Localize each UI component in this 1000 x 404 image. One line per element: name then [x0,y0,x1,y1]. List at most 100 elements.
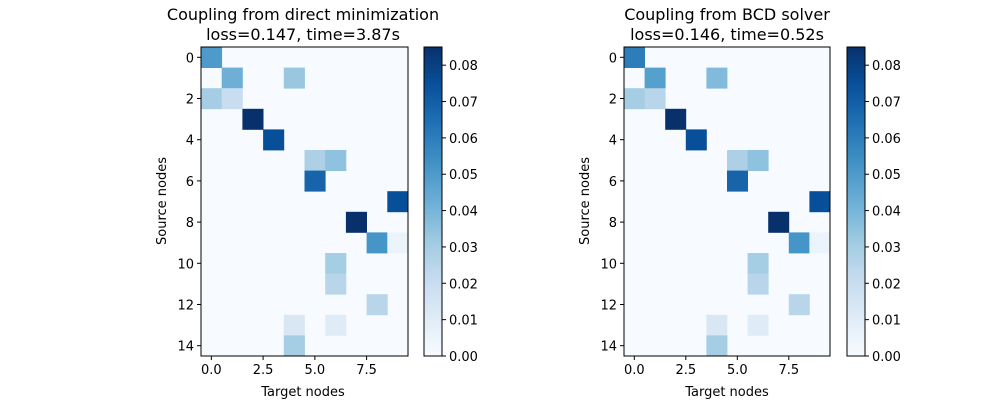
colorbar-tick-label: 0.01 [872,314,901,329]
heatmap-cell [747,150,769,171]
heatmap-cell [727,170,748,192]
heatmap-cell [644,88,666,110]
heatmap-cell [747,314,769,336]
colorbar-tick-label: 0.07 [449,96,478,111]
y-tick-label: 2 [609,93,617,108]
heatmap-cell [706,314,728,336]
x-tick-label: 7.5 [356,363,377,378]
colorbar-gradient [846,46,866,357]
x-tick-label: 2.5 [253,363,274,378]
colorbar-tick-label: 0.03 [449,241,478,256]
colorbar-tick-label: 0.08 [872,59,901,74]
y-axis-ticks: 0 2 4 6 8 10 12 14 [600,51,624,355]
x-tick-label: 5.0 [727,363,748,378]
heatmap-cell [325,253,347,274]
heatmap-cell [706,335,728,357]
x-axis-label: Target nodes [260,385,345,400]
heatmap-cell [624,88,645,110]
colorbar-tick-label: 0.06 [449,132,478,147]
heatmap-cell [788,232,810,254]
colorbar: 0.00 0.01 0.02 0.03 0.04 0.05 0.06 0.07 0.08 [846,46,901,365]
colorbar-tick-label: 0.05 [449,168,478,183]
colorbar-tick-label: 0.07 [872,96,901,111]
colorbar-tick-label: 0.04 [872,205,901,220]
colorbar-tick-label: 0.02 [872,277,901,292]
y-tick-label: 12 [600,299,617,314]
heatmap-cells [201,47,409,357]
y-tick-label: 6 [186,175,194,190]
heatmap-cell [706,67,728,89]
heatmap-cell [366,294,388,316]
colorbar-tick-label: 0.03 [872,241,901,256]
heatmap-cell [283,67,305,89]
y-tick-label: 0 [186,51,194,66]
heatmap-cell [624,47,645,68]
heatmap-cell [387,191,409,213]
x-tick-label: 0.0 [201,363,222,378]
x-tick-label: 2.5 [675,363,696,378]
colorbar-tick-label: 0.02 [449,277,478,292]
plot-frame [623,46,831,357]
y-tick-label: 0 [609,51,617,66]
heatmap-cell [747,273,769,295]
heatmap-cell [201,88,223,110]
colorbar-tick-label: 0.08 [449,59,478,74]
heatmap-cell [325,150,347,171]
y-tick-label: 14 [600,340,617,355]
heatmap-cell [201,47,223,68]
heatmap-cell [387,232,409,254]
chart-subtitle: loss=0.147, time=3.87s [206,25,400,44]
heatmap-cell [366,232,388,254]
heatmap-cell [747,253,769,274]
colorbar-tick-label: 0.00 [449,350,478,365]
x-tick-label: 0.0 [624,363,645,378]
heatmap-cell [665,108,687,130]
colorbar: 0.00 0.01 0.02 0.03 0.04 0.05 0.06 0.07 0.08 [423,46,478,365]
heatmap-cell [788,294,810,316]
heatmap-cell [283,314,305,336]
chart-title: Coupling from direct minimization [167,5,439,24]
colorbar-gradient [423,46,443,357]
heatmap-cell [221,67,243,89]
heatmap-cell [644,67,666,89]
y-axis-label: Source nodes [155,157,170,245]
colorbar-tick-label: 0.05 [872,168,901,183]
chart-subtitle: loss=0.146, time=0.52s [630,25,824,44]
x-axis-ticks: 0.0 2.5 5.0 7.5 [624,356,799,378]
chart-title: Coupling from BCD solver [624,5,830,24]
y-tick-label: 8 [609,216,617,231]
heatmap-cell [768,211,790,233]
y-axis-label: Source nodes [578,157,593,245]
heatmap-cell [325,314,347,336]
heatmap-panel-bcd: Coupling from BCD solver loss=0.146, tim… [578,5,901,400]
heatmap-cell [304,150,326,171]
y-tick-label: 4 [609,134,617,149]
y-tick-label: 14 [177,340,194,355]
y-tick-label: 12 [177,299,194,314]
heatmap-cell [685,129,707,151]
colorbar-tick-label: 0.00 [872,350,901,365]
heatmap-cell [727,150,748,171]
heatmap-cell [325,273,347,295]
heatmap-cell [283,335,305,357]
colorbar-tick-label: 0.01 [449,314,478,329]
heatmap-cell [304,170,326,192]
heatmap-cells [624,47,831,357]
heatmap-panel-direct: Coupling from direct minimization loss=0… [155,5,478,400]
heatmap-cell [809,191,831,213]
plot-frame [200,46,409,357]
y-tick-label: 4 [186,134,194,149]
y-tick-label: 10 [600,257,617,272]
x-axis-ticks: 0.0 2.5 5.0 7.5 [201,356,377,378]
y-tick-label: 8 [186,216,194,231]
y-tick-label: 6 [609,175,617,190]
x-tick-label: 5.0 [305,363,326,378]
x-axis-label: Target nodes [684,385,769,400]
colorbar-tick-label: 0.06 [872,132,901,147]
heatmap-cell [242,108,264,130]
y-tick-label: 2 [186,93,194,108]
heatmap-cell [263,129,285,151]
